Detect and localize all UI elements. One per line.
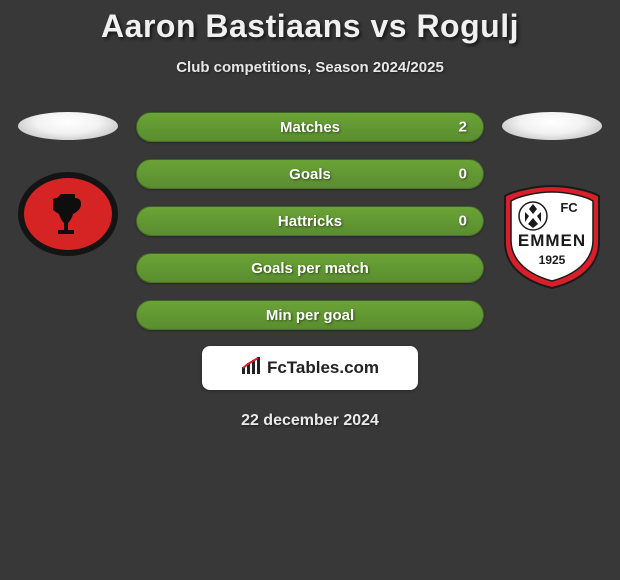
- infographic-container: Aaron Bastiaans vs Rogulj Club competiti…: [0, 0, 620, 430]
- stat-label: Matches: [280, 119, 340, 136]
- right-column: FC EMMEN 1925: [492, 112, 612, 290]
- player-placeholder-left: [18, 112, 118, 140]
- crest-text-fc: FC: [560, 200, 578, 215]
- brand-text: FcTables.com: [267, 358, 379, 378]
- stat-hattricks: Hattricks 0: [136, 206, 484, 236]
- stat-goals-per-match: Goals per match: [136, 253, 484, 283]
- bar-chart-icon: [241, 357, 263, 380]
- stat-matches: Matches 2: [136, 112, 484, 142]
- page-title: Aaron Bastiaans vs Rogulj: [0, 8, 620, 45]
- club-crest-right: FC EMMEN 1925: [501, 182, 603, 290]
- stats-column: Matches 2 Goals 0 Hattricks 0 Goals per …: [128, 112, 492, 330]
- stat-goals: Goals 0: [136, 159, 484, 189]
- stat-label: Goals: [289, 166, 331, 183]
- stat-value: 0: [459, 166, 467, 183]
- stat-min-per-goal: Min per goal: [136, 300, 484, 330]
- crest-text-emmen: EMMEN: [518, 231, 586, 250]
- stat-label: Goals per match: [251, 260, 369, 277]
- stat-label: Hattricks: [278, 213, 342, 230]
- date-text: 22 december 2024: [0, 412, 620, 430]
- stat-label: Min per goal: [266, 307, 354, 324]
- brand-badge: FcTables.com: [202, 346, 418, 390]
- crest-text-year: 1925: [539, 253, 566, 267]
- trophy-icon: [53, 192, 83, 236]
- subtitle: Club competitions, Season 2024/2025: [0, 59, 620, 76]
- club-crest-left: [18, 172, 118, 256]
- stat-value: 0: [459, 213, 467, 230]
- left-column: [8, 112, 128, 256]
- stat-value: 2: [459, 119, 467, 136]
- content-row: Matches 2 Goals 0 Hattricks 0 Goals per …: [0, 112, 620, 330]
- player-placeholder-right: [502, 112, 602, 140]
